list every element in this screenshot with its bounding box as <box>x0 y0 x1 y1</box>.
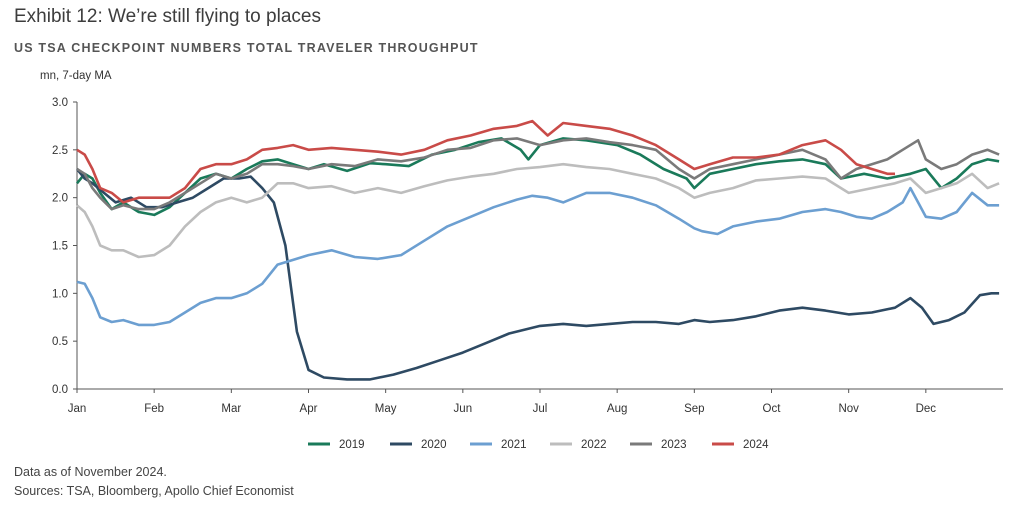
x-tick-label: Sep <box>684 403 704 415</box>
data-note: Data as of November 2024. <box>14 465 167 479</box>
axes: 0.0 0.5 1.0 1.5 2.0 2.5 3.0 Jan Feb Mar Apr May Jun J… <box>52 97 1003 415</box>
series-line-2024 <box>76 119 895 204</box>
legend-label-2024: 2024 <box>743 439 769 451</box>
series-line-2020 <box>75 168 1000 381</box>
y-axis-label: mn, 7-day MA <box>40 70 112 82</box>
y-tick-label: 1.0 <box>52 288 68 300</box>
y-tick-label: 2.0 <box>52 193 68 205</box>
x-tick-label: Feb <box>144 403 164 415</box>
y-tick-label: 2.5 <box>52 145 68 157</box>
legend: 2019 2020 2021 2022 2023 2024 <box>308 439 769 451</box>
x-tick-label: Dec <box>916 403 937 415</box>
series-line-2022 <box>76 162 1000 259</box>
y-tick-label: 0.0 <box>52 384 68 396</box>
y-tick-label: 1.5 <box>52 241 68 253</box>
legend-label-2019: 2019 <box>339 439 365 451</box>
x-tick-label: Oct <box>763 403 782 415</box>
x-tick-label: May <box>375 403 397 415</box>
y-tick-label: 3.0 <box>52 97 68 109</box>
x-tick-label: Mar <box>221 403 241 415</box>
x-tick-label: Jun <box>454 403 473 415</box>
series-lines <box>75 119 1000 381</box>
x-tick-label: Apr <box>300 403 318 415</box>
series-line-2023 <box>76 137 1000 211</box>
sources-note: Sources: TSA, Bloomberg, Apollo Chief Ec… <box>14 484 294 498</box>
legend-label-2023: 2023 <box>661 439 687 451</box>
series-line-2021 <box>76 186 1000 327</box>
x-tick-label: Jan <box>68 403 87 415</box>
chart-title: Exhibit 12: We’re still flying to places <box>14 6 321 27</box>
chart-subtitle: US TSA CHECKPOINT NUMBERS TOTAL TRAVELER… <box>14 41 479 55</box>
legend-label-2021: 2021 <box>501 439 527 451</box>
legend-label-2022: 2022 <box>581 439 607 451</box>
x-tick-label: Aug <box>607 403 627 415</box>
x-tick-label: Jul <box>533 403 548 415</box>
y-tick-label: 0.5 <box>52 336 68 348</box>
legend-label-2020: 2020 <box>421 439 447 451</box>
x-tick-label: Nov <box>838 403 859 415</box>
